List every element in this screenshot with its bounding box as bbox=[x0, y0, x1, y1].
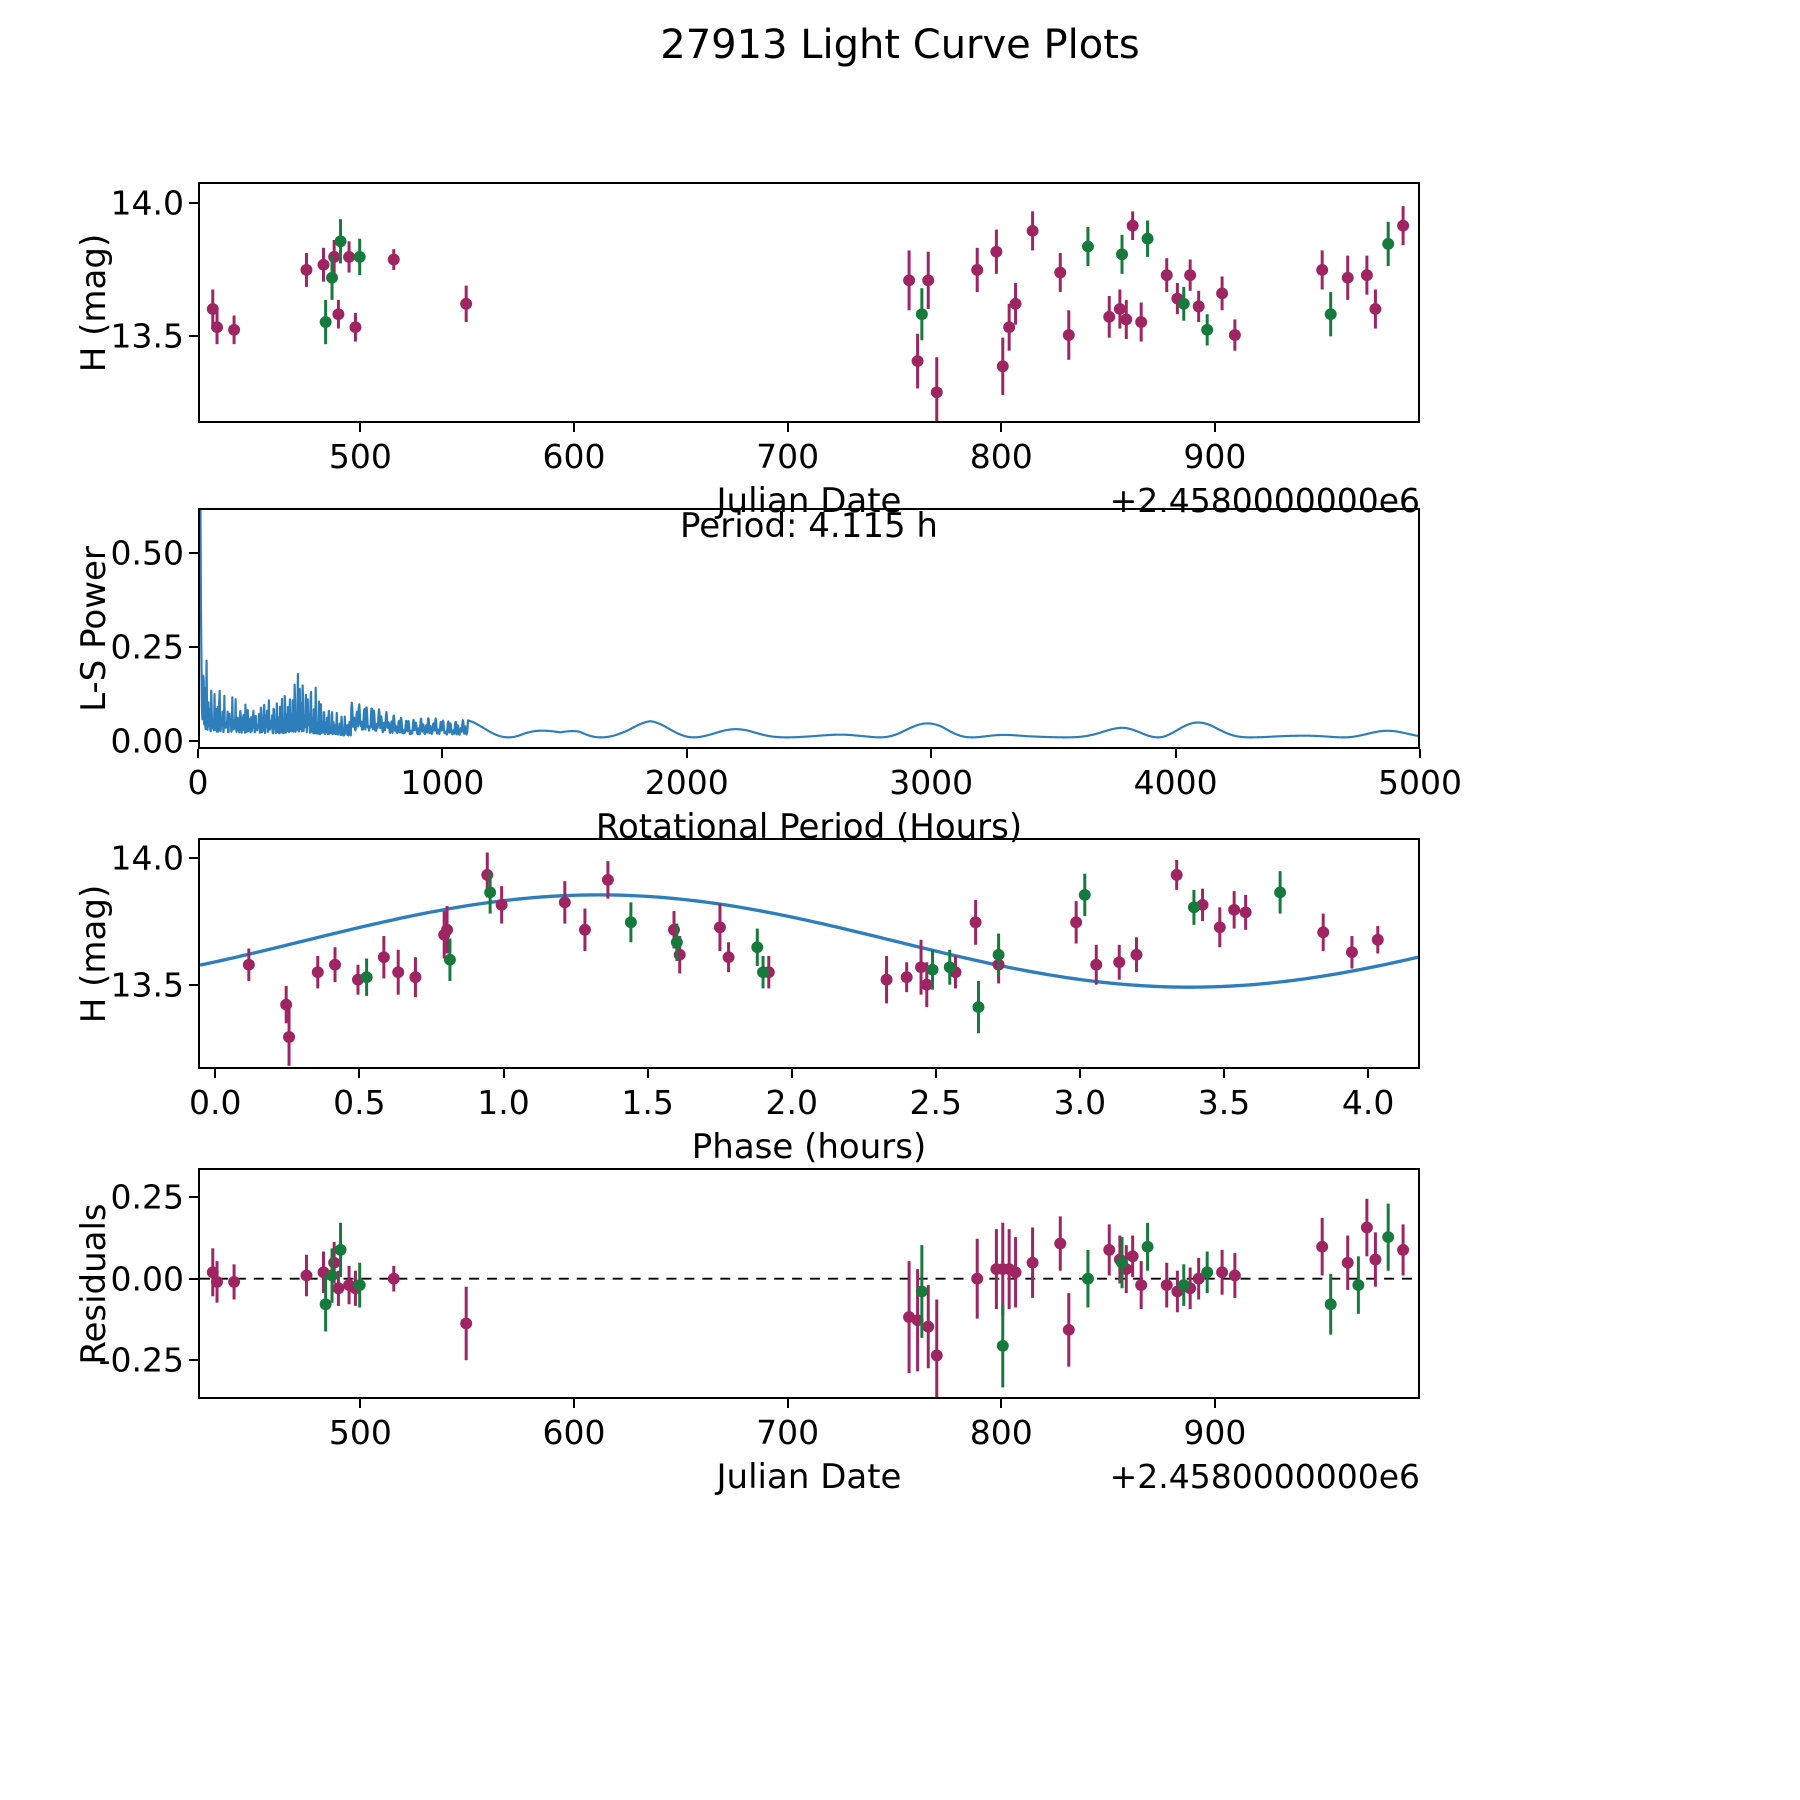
ytick-residuals-0 bbox=[189, 1358, 198, 1361]
xtick-residuals-2 bbox=[786, 1399, 789, 1408]
xtick-phase_folded-2 bbox=[502, 1069, 505, 1078]
xaxis-offset-label-lightcurve: +2.4580000000e6 bbox=[1109, 481, 1420, 520]
xaxis-title-phase_folded: Phase (hours) bbox=[691, 1127, 927, 1167]
xtick-label-residuals-3: 800 bbox=[969, 1413, 1033, 1452]
xtick-label-periodogram-1: 1000 bbox=[400, 763, 485, 802]
xaxis-title-lightcurve: Julian Date bbox=[716, 481, 902, 521]
xtick-periodogram-1 bbox=[441, 749, 444, 758]
xtick-lightcurve-2 bbox=[786, 423, 789, 432]
xtick-lightcurve-3 bbox=[1000, 423, 1003, 432]
xtick-residuals-4 bbox=[1213, 1399, 1216, 1408]
annotation-periodogram: Period: 4.115 h bbox=[680, 506, 938, 546]
xtick-label-phase_folded-2: 1.0 bbox=[477, 1083, 530, 1122]
xtick-label-lightcurve-0: 500 bbox=[328, 437, 392, 476]
ytick-lightcurve-0 bbox=[189, 334, 198, 337]
xtick-label-phase_folded-5: 2.5 bbox=[909, 1083, 963, 1122]
ytick-residuals-2 bbox=[189, 1196, 198, 1199]
xtick-label-phase_folded-8: 4.0 bbox=[1341, 1083, 1395, 1122]
xtick-label-residuals-2: 700 bbox=[756, 1413, 820, 1452]
xtick-phase_folded-0 bbox=[214, 1069, 217, 1078]
light-curve-plot-area bbox=[206, 206, 1410, 421]
ytick-label-residuals-2: 0.25 bbox=[110, 1177, 184, 1217]
xtick-periodogram-4 bbox=[1174, 749, 1177, 758]
xtick-label-lightcurve-4: 900 bbox=[1183, 437, 1247, 476]
xtick-label-phase_folded-4: 2.0 bbox=[765, 1083, 818, 1122]
xtick-label-periodogram-0: 0 bbox=[187, 763, 209, 802]
xtick-label-periodogram-4: 4000 bbox=[1133, 763, 1218, 802]
phase-folded-plot-area bbox=[200, 852, 1418, 1066]
periodogram-plot-area bbox=[200, 510, 1418, 739]
ytick-label-phase_folded-1: 14.0 bbox=[110, 838, 184, 878]
xtick-label-periodogram-2: 2000 bbox=[644, 763, 729, 802]
ytick-label-phase_folded-0: 13.5 bbox=[110, 965, 184, 1005]
ytick-phase_folded-0 bbox=[189, 984, 198, 987]
xtick-lightcurve-1 bbox=[573, 423, 575, 432]
panel-residuals bbox=[198, 1168, 1420, 1399]
panel-phase-folded bbox=[198, 838, 1420, 1069]
ytick-periodogram-1 bbox=[189, 646, 198, 649]
xtick-label-phase_folded-3: 1.5 bbox=[621, 1083, 674, 1122]
ytick-lightcurve-1 bbox=[189, 202, 198, 205]
panel-periodogram bbox=[198, 508, 1420, 749]
xtick-lightcurve-0 bbox=[359, 423, 362, 432]
xtick-label-phase_folded-6: 3.0 bbox=[1053, 1083, 1107, 1122]
xtick-phase_folded-1 bbox=[358, 1069, 361, 1078]
xtick-label-phase_folded-7: 3.5 bbox=[1197, 1083, 1251, 1122]
xtick-phase_folded-5 bbox=[934, 1069, 937, 1078]
xaxis-title-residuals: Julian Date bbox=[716, 1457, 902, 1497]
ytick-periodogram-0 bbox=[189, 740, 198, 743]
xtick-periodogram-0 bbox=[197, 749, 199, 758]
xtick-periodogram-2 bbox=[685, 749, 688, 758]
ytick-label-residuals-0: -0.25 bbox=[98, 1340, 184, 1380]
figure-title: 27913 Light Curve Plots bbox=[660, 22, 1140, 68]
yaxis-title-periodogram: L-S Power bbox=[74, 545, 114, 712]
ytick-label-periodogram-2: 0.50 bbox=[110, 533, 184, 573]
xtick-residuals-1 bbox=[573, 1399, 575, 1408]
xaxis-offset-label-residuals: +2.4580000000e6 bbox=[1109, 1457, 1420, 1496]
xtick-phase_folded-4 bbox=[790, 1069, 793, 1078]
yaxis-title-lightcurve: H (mag) bbox=[74, 233, 114, 372]
periodogram-axes bbox=[198, 508, 1420, 749]
ytick-residuals-1 bbox=[189, 1277, 198, 1280]
xtick-label-lightcurve-3: 800 bbox=[969, 437, 1033, 476]
yaxis-title-phase_folded: H (mag) bbox=[74, 884, 114, 1023]
ytick-label-lightcurve-1: 14.0 bbox=[110, 183, 184, 223]
xtick-label-periodogram-5: 5000 bbox=[1378, 763, 1462, 802]
ytick-label-residuals-1: 0.00 bbox=[110, 1259, 184, 1299]
xtick-residuals-3 bbox=[1000, 1399, 1003, 1408]
residuals-axes bbox=[198, 1168, 1420, 1399]
xtick-label-periodogram-3: 3000 bbox=[889, 763, 974, 802]
xtick-phase_folded-3 bbox=[646, 1069, 649, 1078]
xtick-phase_folded-8 bbox=[1367, 1069, 1370, 1078]
xtick-phase_folded-6 bbox=[1078, 1069, 1081, 1078]
xtick-label-lightcurve-2: 700 bbox=[756, 437, 820, 476]
xtick-label-phase_folded-0: 0.0 bbox=[189, 1083, 242, 1122]
xtick-label-residuals-4: 900 bbox=[1183, 1413, 1247, 1452]
xtick-periodogram-5 bbox=[1419, 749, 1421, 758]
xtick-label-residuals-0: 500 bbox=[328, 1413, 392, 1452]
xaxis-title-periodogram: Rotational Period (Hours) bbox=[595, 807, 1023, 847]
xtick-phase_folded-7 bbox=[1223, 1069, 1226, 1078]
ytick-phase_folded-1 bbox=[189, 857, 198, 860]
panel-light-curve bbox=[198, 182, 1420, 423]
ytick-label-periodogram-1: 0.25 bbox=[110, 627, 184, 667]
xtick-residuals-0 bbox=[359, 1399, 362, 1408]
xtick-periodogram-3 bbox=[930, 749, 933, 758]
ytick-periodogram-2 bbox=[189, 552, 198, 555]
residuals-plot-area bbox=[200, 1198, 1418, 1397]
ytick-label-periodogram-0: 0.00 bbox=[110, 721, 184, 761]
phase-folded-axes bbox=[198, 838, 1420, 1069]
yaxis-title-residuals: Residuals bbox=[74, 1202, 114, 1365]
xtick-label-residuals-1: 600 bbox=[542, 1413, 606, 1452]
ytick-label-lightcurve-0: 13.5 bbox=[110, 316, 184, 356]
xtick-label-lightcurve-1: 600 bbox=[542, 437, 606, 476]
xtick-label-phase_folded-1: 0.5 bbox=[333, 1083, 386, 1122]
xtick-lightcurve-4 bbox=[1213, 423, 1216, 432]
light-curve-axes bbox=[198, 182, 1420, 423]
